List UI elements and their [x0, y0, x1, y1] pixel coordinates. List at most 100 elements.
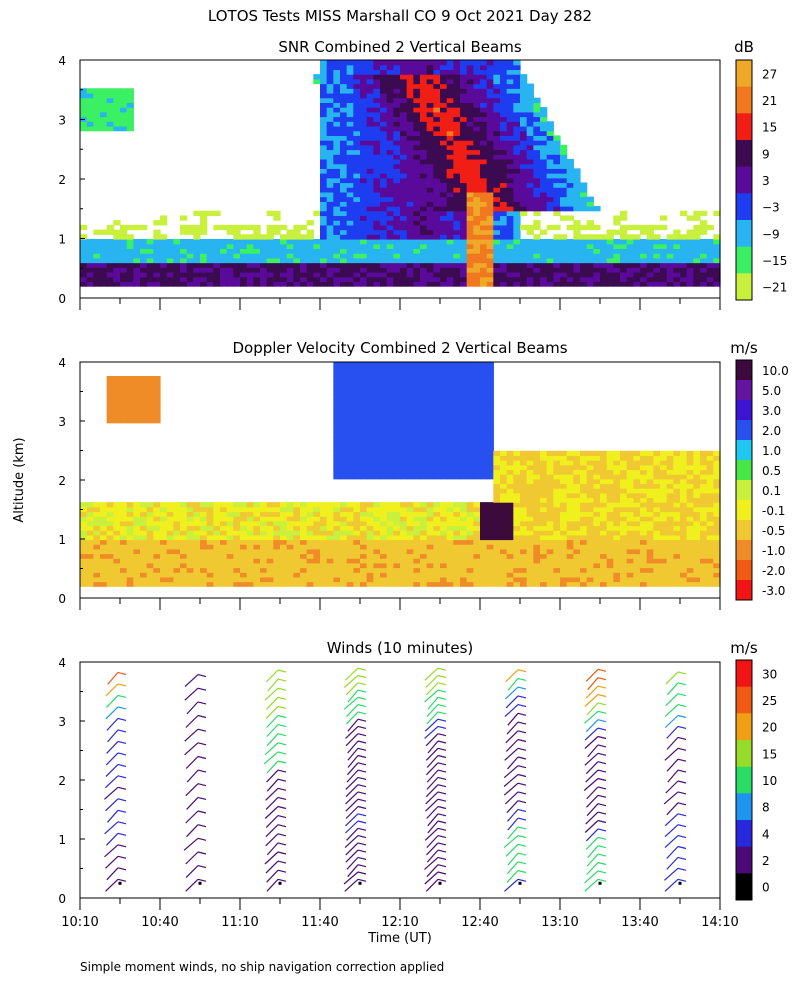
heat-cell: [473, 177, 481, 184]
heat-cell: [93, 281, 101, 287]
heat-cell: [360, 511, 368, 517]
heat-cell: [420, 362, 428, 368]
heat-cell: [373, 427, 381, 433]
heat-cell: [566, 201, 574, 207]
heat-cell: [413, 229, 421, 235]
heat-cell: [633, 488, 641, 494]
heat-cell: [453, 163, 461, 169]
heat-cell: [473, 399, 481, 405]
heat-cell: [373, 366, 381, 372]
heat-cell: [426, 144, 434, 151]
heat-cell: [433, 158, 441, 165]
heat-cell: [513, 191, 521, 198]
heat-cell: [420, 567, 428, 573]
heat-cell: [286, 248, 294, 254]
heat-cell: [313, 257, 321, 264]
heat-cell: [106, 506, 114, 513]
heat-cell: [360, 64, 368, 71]
heat-cell: [326, 210, 334, 217]
heat-cell: [620, 525, 628, 531]
heat-cell: [460, 404, 468, 410]
heat-cell: [373, 474, 381, 480]
heat-cell: [233, 506, 241, 513]
heat-cell: [333, 548, 341, 555]
heat-cell: [186, 253, 194, 259]
heat-cell: [420, 502, 428, 508]
heat-cell: [513, 483, 521, 489]
heat-cell: [466, 257, 474, 264]
heat-cell: [100, 102, 108, 108]
heat-cell: [560, 271, 568, 278]
heat-cell: [340, 394, 348, 400]
heat-cell: [513, 267, 521, 273]
heat-cell: [573, 276, 581, 282]
heat-cell: [560, 534, 568, 541]
heat-cell: [406, 107, 414, 113]
heat-cell: [386, 177, 394, 184]
heat-cell: [306, 539, 314, 545]
heat-cell: [426, 558, 434, 564]
heat-cell: [620, 243, 628, 250]
heat-cell: [446, 125, 454, 132]
heat-cell: [420, 427, 428, 433]
heat-cell: [100, 516, 108, 522]
heat-cell: [440, 572, 448, 578]
heat-cell: [440, 366, 448, 372]
heat-cell: [140, 271, 148, 278]
heat-cell: [186, 516, 194, 522]
heat-cell: [620, 455, 628, 461]
heat-cell: [313, 576, 321, 583]
heat-cell: [420, 460, 428, 466]
heat-cell: [446, 418, 454, 424]
heat-cell: [526, 488, 534, 494]
heat-cell: [406, 404, 414, 410]
heat-cell: [346, 469, 354, 475]
heat-cell: [446, 182, 454, 188]
heat-cell: [313, 525, 321, 531]
heat-cell: [260, 572, 268, 578]
heat-cell: [126, 562, 134, 569]
heat-cell: [433, 567, 441, 573]
heat-cell: [140, 390, 148, 396]
heat-cell: [580, 243, 588, 250]
heat-cell: [540, 191, 548, 198]
heat-cell: [340, 576, 348, 583]
heat-cell: [340, 436, 348, 442]
heat-cell: [480, 102, 488, 108]
heat-cell: [573, 224, 581, 231]
heat-cell: [260, 562, 268, 569]
heat-cell: [453, 262, 461, 268]
heat-cell: [413, 92, 421, 99]
heat-cell: [473, 520, 481, 527]
heat-cell: [506, 464, 514, 471]
heat-cell: [273, 502, 281, 508]
heat-cell: [86, 88, 94, 94]
heat-cell: [113, 520, 121, 527]
heat-cell: [493, 74, 501, 80]
heat-cell: [453, 441, 461, 447]
heat-cell: [486, 140, 494, 146]
heat-cell: [480, 158, 488, 165]
heat-cell: [453, 60, 461, 66]
heat-cell: [553, 206, 561, 212]
heat-cell: [533, 525, 541, 531]
heat-cell: [540, 525, 548, 531]
heat-cell: [333, 525, 341, 531]
heat-cell: [420, 530, 428, 536]
heat-cell: [160, 548, 168, 555]
heat-cell: [406, 441, 414, 447]
heat-cell: [333, 102, 341, 108]
heat-cell: [540, 196, 548, 202]
heat-cell: [220, 267, 228, 273]
heat-cell: [473, 544, 481, 550]
heat-cell: [526, 492, 534, 499]
heat-cell: [300, 502, 308, 508]
heat-cell: [313, 548, 321, 555]
heat-cell: [406, 380, 414, 386]
heat-cell: [673, 229, 681, 235]
heat-cell: [373, 276, 381, 282]
heat-cell: [420, 206, 428, 212]
heat-cell: [133, 506, 141, 513]
heat-cell: [480, 257, 488, 264]
heat-cell: [613, 474, 621, 480]
